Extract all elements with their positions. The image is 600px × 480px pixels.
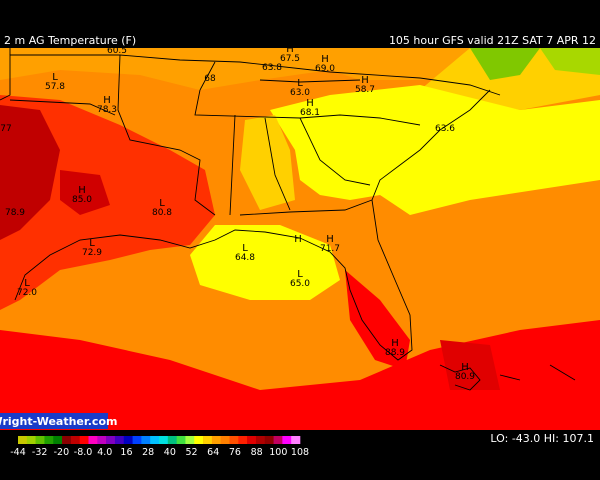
temperature-value: 63.0 [290,88,310,98]
colorbar-label: -44 [10,447,26,458]
temperature-value: 58.7 [355,85,375,95]
temperature-value: 77 [0,124,11,134]
colorbar-swatch [35,436,45,444]
colorbar-swatch [26,436,36,444]
colorbar-swatch [167,436,177,444]
colorbar-swatch [238,436,248,444]
colorbar-swatch [44,436,54,444]
boundaries [0,30,576,391]
colorbar-label: 108 [291,447,309,458]
colorbar-swatch [176,436,186,444]
colorbar-swatch [106,436,116,444]
extreme-marker: L [89,238,95,249]
temperature-value: 64.8 [235,253,255,263]
colorbar-label: 16 [120,447,132,458]
extreme-marker: H [361,75,369,86]
temperature-value: 80.8 [152,208,172,218]
extreme-marker: H [461,362,469,373]
credit-box [0,413,108,429]
temperature-value: 80.9 [455,372,475,382]
extreme-marker: H [103,95,111,106]
colorbar-swatch [53,436,63,444]
temperature-value: 68.1 [300,108,320,118]
extreme-marker: L [297,78,303,89]
colorbar-swatch [194,436,204,444]
colorbar-label: -20 [54,447,70,458]
extreme-marker: H [294,234,302,245]
extreme-marker: L [242,243,248,254]
colorbar-swatch [132,436,142,444]
colorbar-swatch [220,436,230,444]
colorbar-swatch [114,436,125,444]
colorbar-swatch [282,436,292,444]
header-bar [0,0,600,48]
extreme-marker: H [78,185,86,196]
extreme-marker: L [297,269,303,280]
colorbar-swatch [18,436,28,444]
colorbar-swatch [273,436,283,444]
temperature-value: 71.7 [320,244,340,254]
extreme-marker: L [159,198,165,209]
colorbar-swatch [88,436,98,444]
extreme-marker: H [326,234,334,245]
colorbar-swatch [185,436,195,444]
colorbar-swatch [79,436,89,444]
map-fields [0,48,600,430]
temperature-value: 65.0 [290,279,310,289]
colorbar-label: -32 [32,447,48,458]
colorbar-swatch [255,436,266,444]
temperature-value: 60.5 [107,46,127,56]
extreme-marker: L [52,72,58,83]
temperature-value: 63.8 [262,63,282,73]
colorbar-swatch [150,436,160,444]
temperature-value: 57.8 [45,82,65,92]
temperature-value: 69.0 [315,64,335,74]
temperature-value: 78.9 [5,208,25,218]
credit: Wright-Weather.com [0,415,117,428]
colorbar-swatch [247,436,257,444]
model-run: 105 hour GFS valid 21Z SAT 7 APR 12 [389,34,596,47]
colorbar-swatch [264,436,274,444]
colorbar: -44 -32 -20 -8.0 4.0 16 28 40 52 64 76 88 100 108 [10,436,309,458]
extreme-marker: H [286,44,294,55]
colorbar-label: 40 [164,447,176,458]
temperature-value: 63.6 [435,124,455,134]
temperature-value: 78.3 [97,105,117,115]
temperature-value: 72.9 [82,248,102,258]
colorbar-swatch [123,436,133,444]
colorbar-swatch [159,436,169,444]
colorbar-swatch [211,436,221,444]
colorbar-swatch [203,436,213,444]
map-title: 2 m AG Temperature (F) [4,34,136,47]
map-labels: 60.5L57.868H67.563.8H69.0L63.0H58.7H78.3… [0,44,475,382]
extreme-marker: L [24,278,30,289]
colorbar-label: 4.0 [97,447,112,458]
extreme-marker: H [306,98,314,109]
colorbar-swatch [97,436,107,444]
colorbar-label: 52 [185,447,197,458]
temperature-value: 67.5 [280,54,300,64]
extreme-marker: H [391,338,399,349]
temperature-value: 68 [204,74,216,84]
colorbar-label: -8.0 [74,447,93,458]
colorbar-label: 28 [142,447,154,458]
colorbar-swatch [141,436,151,444]
extreme-marker: H [321,54,329,65]
colorbar-label: 76 [229,447,241,458]
colorbar-label: 88 [251,447,263,458]
colorbar-label: 64 [207,447,219,458]
colorbar-label: 100 [269,447,287,458]
temperature-value: 72.0 [17,288,37,298]
temperature-value: 88.9 [385,348,405,358]
colorbar-swatch [291,436,301,444]
colorbar-swatch [229,436,239,444]
extremes: LO: -43.0 HI: 107.1 [490,432,594,445]
colorbar-swatch [70,436,80,444]
colorbar-swatch [62,436,72,444]
temperature-value: 85.0 [72,195,92,205]
